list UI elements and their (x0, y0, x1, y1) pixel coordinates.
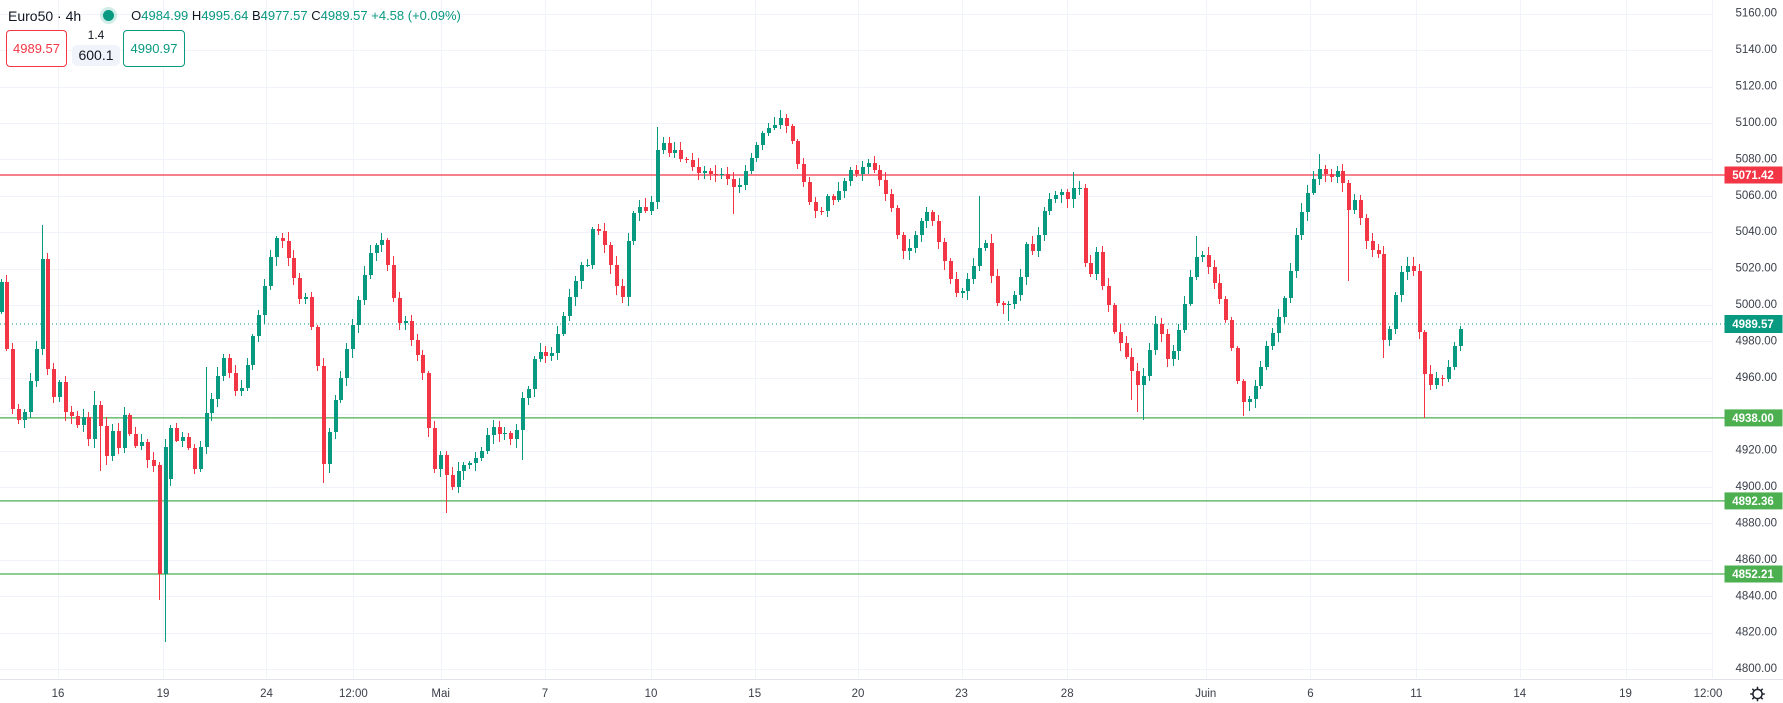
svg-text:5060.00: 5060.00 (1736, 190, 1778, 202)
svg-text:5071.42: 5071.42 (1732, 170, 1774, 182)
svg-text:7: 7 (542, 688, 548, 700)
svg-text:16: 16 (52, 688, 65, 700)
svg-text:4980.00: 4980.00 (1736, 335, 1778, 347)
svg-text:12:00: 12:00 (339, 688, 368, 700)
svg-text:20: 20 (852, 688, 865, 700)
svg-text:4820.00: 4820.00 (1736, 627, 1778, 639)
svg-text:4880.00: 4880.00 (1736, 517, 1778, 529)
svg-text:19: 19 (157, 688, 170, 700)
svg-text:5120.00: 5120.00 (1736, 81, 1778, 93)
svg-text:4860.00: 4860.00 (1736, 554, 1778, 566)
svg-text:5080.00: 5080.00 (1736, 153, 1778, 165)
svg-text:4900.00: 4900.00 (1736, 481, 1778, 493)
svg-text:4989.57: 4989.57 (1732, 319, 1774, 331)
svg-text:5000.00: 5000.00 (1736, 299, 1778, 311)
svg-text:23: 23 (955, 688, 968, 700)
svg-text:4800.00: 4800.00 (1736, 663, 1778, 675)
svg-text:5160.00: 5160.00 (1736, 8, 1778, 20)
svg-text:10: 10 (645, 688, 658, 700)
svg-text:14: 14 (1513, 688, 1526, 700)
svg-text:4938.00: 4938.00 (1732, 413, 1774, 425)
svg-text:24: 24 (260, 688, 273, 700)
svg-text:4840.00: 4840.00 (1736, 590, 1778, 602)
svg-text:28: 28 (1061, 688, 1074, 700)
svg-text:4920.00: 4920.00 (1736, 445, 1778, 457)
svg-text:Mai: Mai (431, 688, 450, 700)
svg-text:4892.36: 4892.36 (1732, 496, 1774, 508)
svg-text:Juin: Juin (1195, 688, 1216, 700)
svg-text:6: 6 (1307, 688, 1313, 700)
svg-text:5100.00: 5100.00 (1736, 117, 1778, 129)
svg-text:12:00: 12:00 (1694, 688, 1723, 700)
svg-text:11: 11 (1410, 688, 1422, 700)
svg-text:5040.00: 5040.00 (1736, 226, 1778, 238)
svg-text:15: 15 (748, 688, 761, 700)
svg-text:4960.00: 4960.00 (1736, 372, 1778, 384)
svg-text:5140.00: 5140.00 (1736, 44, 1778, 56)
svg-text:5020.00: 5020.00 (1736, 263, 1778, 275)
svg-text:19: 19 (1619, 688, 1632, 700)
svg-text:4852.21: 4852.21 (1732, 569, 1774, 581)
